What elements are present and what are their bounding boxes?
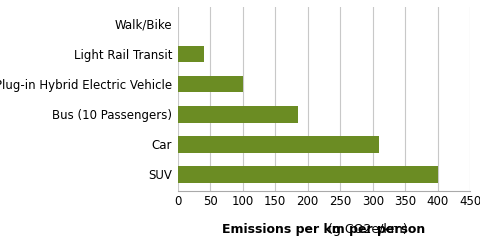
- Text: (g CO2e/km): (g CO2e/km): [324, 223, 408, 236]
- Bar: [178, 166, 438, 183]
- Bar: [178, 46, 204, 62]
- Text: Emissions per km per person: Emissions per km per person: [222, 223, 426, 236]
- Bar: [178, 106, 298, 122]
- Bar: [178, 76, 243, 92]
- Bar: [178, 136, 379, 153]
